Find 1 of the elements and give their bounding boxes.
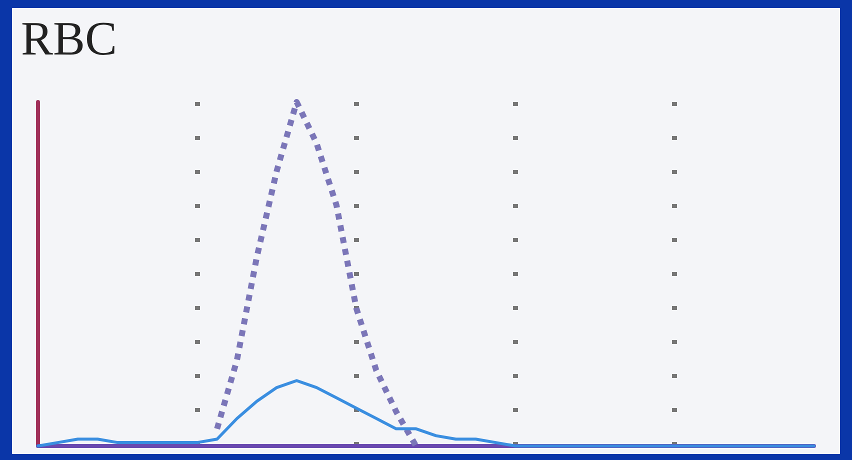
chart-title: RBC bbox=[21, 12, 118, 66]
